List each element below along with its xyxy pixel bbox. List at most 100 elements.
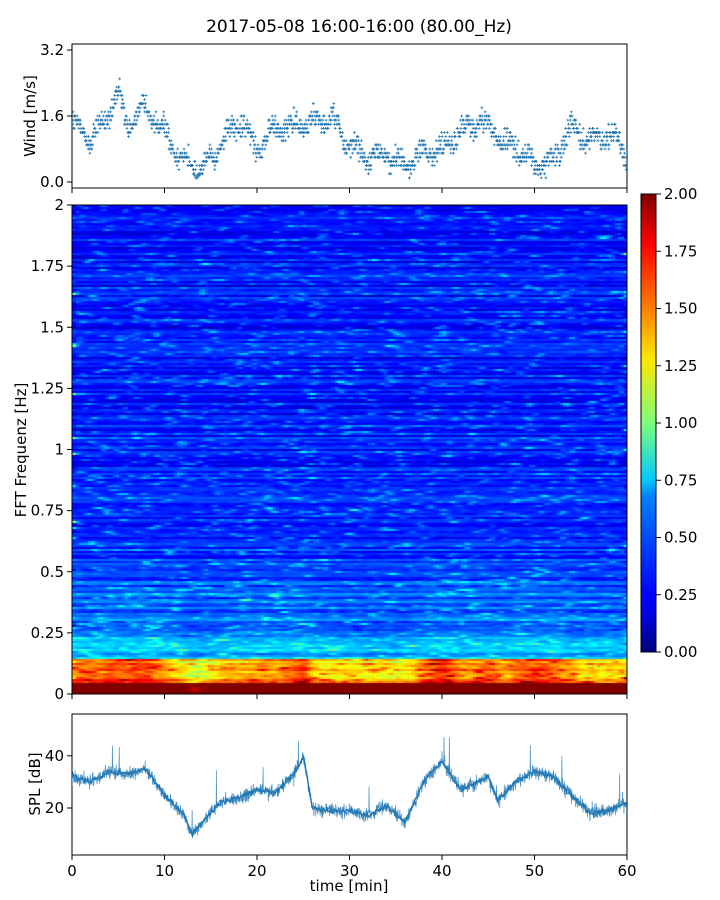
- wind-point: [233, 135, 236, 138]
- wind-point: [337, 114, 340, 118]
- wind-point: [549, 147, 553, 151]
- wind-point: [203, 164, 207, 167]
- wind-point: [242, 114, 246, 118]
- wind-point: [125, 114, 128, 118]
- wind-point: [87, 135, 90, 138]
- wind-point: [161, 118, 164, 122]
- wind-point: [559, 160, 562, 163]
- wind-point: [73, 127, 76, 130]
- wind-point: [295, 110, 299, 114]
- wind-point: [581, 127, 585, 130]
- wind-point: [112, 106, 115, 110]
- wind-point: [138, 110, 141, 114]
- spectrogram-y-tick-label: 1: [54, 441, 64, 459]
- wind-point: [350, 143, 353, 147]
- wind-point: [556, 143, 559, 147]
- wind-point: [448, 135, 451, 138]
- wind-point: [553, 164, 557, 167]
- wind-point: [135, 110, 139, 114]
- wind-point: [435, 160, 439, 163]
- wind-point: [449, 147, 453, 151]
- wind-point: [484, 127, 488, 130]
- wind-point: [169, 139, 173, 143]
- wind-point: [307, 131, 310, 134]
- wind-point: [544, 164, 548, 167]
- wind-point: [324, 118, 328, 122]
- spl-x-tick-label: 20: [247, 862, 266, 880]
- wind-point: [408, 176, 411, 180]
- wind-point: [323, 131, 326, 134]
- wind-point: [353, 131, 356, 134]
- wind-point: [107, 127, 111, 130]
- wind-point: [122, 106, 126, 110]
- wind-point: [452, 151, 455, 155]
- wind-point: [311, 102, 315, 105]
- wind-point: [617, 139, 621, 143]
- wind-point: [442, 147, 446, 151]
- wind-point: [314, 118, 317, 122]
- wind-point: [217, 151, 220, 155]
- wind-point: [464, 127, 468, 130]
- wind-point: [552, 151, 556, 155]
- wind-point: [447, 139, 450, 143]
- figure-title: 2017-05-08 16:00-16:00 (80.00_Hz): [206, 17, 512, 37]
- wind-point: [128, 118, 131, 122]
- colorbar-ticks: 0.00 0.25 0.50 0.75 1.00 1.25 1.50 1.75 2.00: [656, 185, 697, 661]
- wind-point: [169, 151, 173, 155]
- wind-point: [96, 131, 100, 134]
- wind-point: [378, 155, 382, 159]
- wind-point: [450, 139, 453, 143]
- wind-point: [236, 118, 239, 122]
- wind-point: [367, 172, 370, 176]
- wind-point: [184, 151, 188, 155]
- wind-point: [109, 110, 112, 114]
- wind-point: [363, 155, 367, 159]
- wind-point: [412, 168, 416, 171]
- wind-point: [607, 122, 610, 126]
- wind-point: [562, 139, 566, 143]
- wind-point: [364, 168, 368, 171]
- wind-point: [111, 114, 114, 118]
- wind-point: [558, 164, 561, 167]
- wind-point: [581, 139, 585, 143]
- wind-point: [574, 118, 578, 122]
- colorbar-tick-label: 1.75: [664, 242, 697, 260]
- wind-point: [453, 135, 457, 138]
- wind-point: [559, 155, 563, 159]
- wind-point: [373, 151, 377, 155]
- wind-point: [487, 114, 491, 118]
- wind-point: [167, 127, 171, 130]
- wind-point: [216, 160, 219, 163]
- wind-point: [358, 143, 362, 147]
- wind-point: [341, 131, 344, 134]
- wind-point: [568, 127, 572, 130]
- wind-point: [332, 106, 335, 110]
- wind-point: [625, 160, 627, 163]
- wind-point: [515, 143, 519, 147]
- wind-point: [383, 160, 387, 163]
- wind-point: [613, 122, 617, 126]
- wind-point: [428, 147, 432, 151]
- wind-point: [460, 114, 463, 118]
- wind-point: [305, 122, 309, 126]
- wind-point: [432, 164, 436, 167]
- wind-point: [187, 155, 191, 159]
- wind-point: [253, 135, 257, 138]
- wind-point: [429, 151, 433, 155]
- wind-point: [280, 131, 284, 134]
- wind-point: [512, 139, 516, 143]
- wind-point: [117, 85, 121, 89]
- wind-point: [596, 135, 599, 138]
- wind-point: [186, 164, 190, 167]
- wind-point: [434, 139, 438, 143]
- wind-point: [129, 131, 132, 134]
- wind-point: [595, 127, 599, 130]
- wind-point: [287, 135, 290, 138]
- wind-point: [532, 155, 535, 159]
- wind-point: [166, 135, 169, 138]
- wind-point: [338, 122, 341, 126]
- spectrogram-y-tick-label: 0.25: [31, 624, 64, 642]
- wind-point: [154, 110, 158, 114]
- wind-point: [100, 110, 104, 114]
- wind-point: [372, 147, 376, 151]
